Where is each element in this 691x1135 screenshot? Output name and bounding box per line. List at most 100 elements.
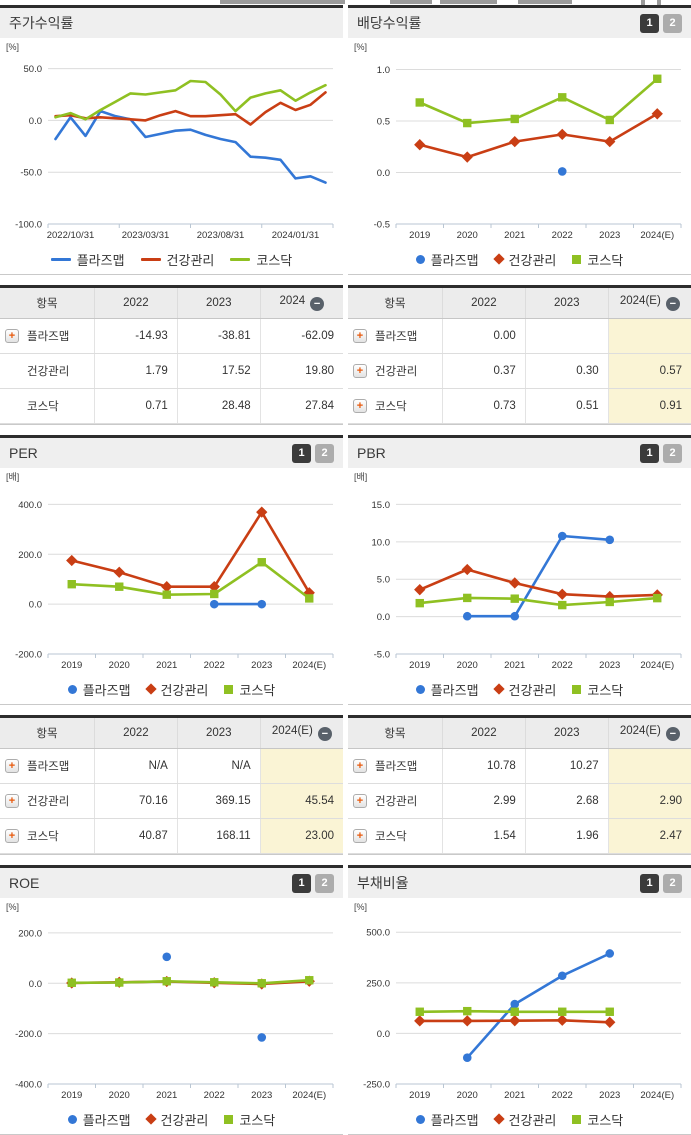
row-label: 코스닥 xyxy=(375,401,407,413)
pager-button-2[interactable]: 2 xyxy=(663,873,682,893)
row-label-cell: + 건강관리 xyxy=(348,783,443,819)
collapse-column-icon[interactable]: − xyxy=(665,727,680,741)
price-return-legend: 플라즈맵 건강관리 코스닥 xyxy=(0,248,343,270)
column-header: 2022 xyxy=(94,288,178,319)
dividend-yield-pager: 1 2 xyxy=(636,13,682,33)
table-row: 코스닥 0.71 28.48 27.84 xyxy=(0,388,343,424)
value-cell: 2.99 xyxy=(442,783,526,819)
column-header: 2023 xyxy=(524,718,609,749)
pager-button-2[interactable]: 2 xyxy=(663,443,682,463)
row-label-cell: + 플라즈맵 xyxy=(0,318,95,354)
pager-button-2[interactable]: 2 xyxy=(663,13,682,33)
value-cell: N/A xyxy=(176,748,261,784)
svg-text:50.0: 50.0 xyxy=(24,64,43,75)
row-label: 코스닥 xyxy=(27,401,59,413)
expand-row-button[interactable]: + xyxy=(353,329,367,343)
pbr-chart: 15.0 10.0 5.0 0.0 -5.0 2019 2020 2021 2022 2023 20… xyxy=(348,468,691,704)
legend-label: 코스닥 xyxy=(256,252,293,268)
price-return-panel: 주가수익률 50.0 0.0 -50.0 -100.0 2022/10/31 2023/0… xyxy=(0,5,343,275)
svg-text:2020: 2020 xyxy=(109,660,130,671)
pager-button-2[interactable]: 2 xyxy=(315,873,334,893)
svg-text:-200.0: -200.0 xyxy=(15,1029,42,1040)
svg-text:2022: 2022 xyxy=(204,660,225,671)
svg-text:0.0: 0.0 xyxy=(29,979,42,990)
value-cell: 0.30 xyxy=(524,353,609,389)
pager-button-2[interactable]: 2 xyxy=(315,443,334,463)
expand-row-button[interactable]: + xyxy=(5,829,19,843)
column-header: 2024(E) − xyxy=(607,288,691,319)
table-row: + 코스닥 0.73 0.51 0.91 xyxy=(348,388,691,424)
svg-text:-250.0: -250.0 xyxy=(363,1080,390,1091)
row-label-cell: + 플라즈맵 xyxy=(348,318,443,354)
row-label: 코스닥 xyxy=(27,831,59,843)
per-plot: 400.0 200.0 0.0 -200.0 2019 2020 2021 2022 2023 2… xyxy=(6,472,334,671)
svg-text:0.5: 0.5 xyxy=(377,117,390,128)
legend-label: 플라즈맵 xyxy=(82,682,131,698)
svg-text:2022: 2022 xyxy=(204,1090,225,1101)
legend-item-plasmapp: 플라즈맵 xyxy=(415,250,479,269)
svg-text:250.0: 250.0 xyxy=(366,978,390,989)
cutoff-pager-remnant[interactable] xyxy=(657,0,661,5)
legend-circle-icon xyxy=(415,684,425,694)
cutoff-tab-remnant[interactable] xyxy=(518,0,572,4)
pager-button-1[interactable]: 1 xyxy=(640,13,659,33)
collapse-column-icon[interactable]: − xyxy=(317,727,332,741)
pbr-pager: 1 2 xyxy=(636,443,682,463)
pager-button-1[interactable]: 1 xyxy=(292,443,311,463)
legend-label: 플라즈맵 xyxy=(76,252,125,268)
price-return-chart: 50.0 0.0 -50.0 -100.0 2022/10/31 2023/03/31 20… xyxy=(0,38,343,274)
expand-row-button[interactable]: + xyxy=(5,794,19,808)
cutoff-tab-remnant[interactable] xyxy=(440,0,497,4)
expand-row-button[interactable]: + xyxy=(5,759,19,773)
debt-ratio-panel: 부채비율 1 2 500.0 250.0 0.0 -250.0 2019 2020 2021… xyxy=(348,865,691,1135)
table-row: + 코스닥 1.54 1.96 2.47 xyxy=(348,818,691,854)
svg-text:2024(E): 2024(E) xyxy=(640,660,674,671)
value-cell: 0.91 xyxy=(607,388,691,424)
column-header: 2024− xyxy=(259,288,343,319)
svg-text:-400.0: -400.0 xyxy=(15,1080,42,1091)
table-row: + 플라즈맵 10.78 10.27 xyxy=(348,748,691,784)
expand-row-button[interactable]: + xyxy=(353,759,367,773)
roe-plot: 200.0 0.0 -200.0 -400.0 2019 2020 2021 2022 2023… xyxy=(6,902,334,1101)
svg-text:[%]: [%] xyxy=(354,42,367,52)
pager-button-1[interactable]: 1 xyxy=(640,443,659,463)
svg-text:2023: 2023 xyxy=(251,1090,272,1101)
value-cell: 0.37 xyxy=(442,353,526,389)
collapse-column-icon[interactable]: − xyxy=(310,297,325,311)
value-cell xyxy=(524,318,609,354)
expand-row-button[interactable]: + xyxy=(353,829,367,843)
collapse-column-icon[interactable]: − xyxy=(665,297,680,311)
cutoff-pager-remnant[interactable] xyxy=(641,0,645,5)
debt-ratio-pager: 1 2 xyxy=(636,873,682,893)
pager-button-1[interactable]: 1 xyxy=(292,873,311,893)
svg-text:2021: 2021 xyxy=(156,660,177,671)
value-cell: 27.84 xyxy=(259,388,343,424)
svg-text:[%]: [%] xyxy=(6,42,19,52)
cutoff-tab-remnant[interactable] xyxy=(390,0,432,4)
legend-item-plasmapp: 플라즈맵 xyxy=(415,1110,479,1129)
svg-text:-50.0: -50.0 xyxy=(20,168,42,179)
expand-row-button[interactable]: + xyxy=(353,794,367,808)
pbr-legend: 플라즈맵 건강관리 코스닥 xyxy=(348,678,691,700)
row-label-cell: + 건강관리 xyxy=(348,353,443,389)
row-label-cell: + 코스닥 xyxy=(348,388,443,424)
roe-chart: 200.0 0.0 -200.0 -400.0 2019 2020 2021 2022 2023… xyxy=(0,898,343,1134)
expand-row-button[interactable]: + xyxy=(353,399,367,413)
value-cell: 70.16 xyxy=(94,783,178,819)
expand-row-button[interactable]: + xyxy=(353,364,367,378)
cutoff-tab-remnant[interactable] xyxy=(220,0,345,4)
legend-item-plasmapp: 플라즈맵 xyxy=(50,250,125,269)
per-panel: PER 1 2 400.0 200.0 0.0 -200.0 2019 2020 2021 2… xyxy=(0,435,343,705)
legend-label: 코스닥 xyxy=(239,682,276,698)
svg-text:2020: 2020 xyxy=(457,230,478,241)
dividend-yield-header: 배당수익률 1 2 xyxy=(348,8,691,38)
legend-item-plasmapp: 플라즈맵 xyxy=(415,680,479,699)
svg-text:[%]: [%] xyxy=(354,902,367,912)
pager-button-1[interactable]: 1 xyxy=(640,873,659,893)
expand-row-button[interactable]: + xyxy=(5,329,19,343)
legend-diamond-icon xyxy=(144,1113,157,1125)
svg-text:2020: 2020 xyxy=(109,1090,130,1101)
table-row: + 코스닥 40.87 168.11 23.00 xyxy=(0,818,343,854)
value-cell: 2.90 xyxy=(607,783,691,819)
